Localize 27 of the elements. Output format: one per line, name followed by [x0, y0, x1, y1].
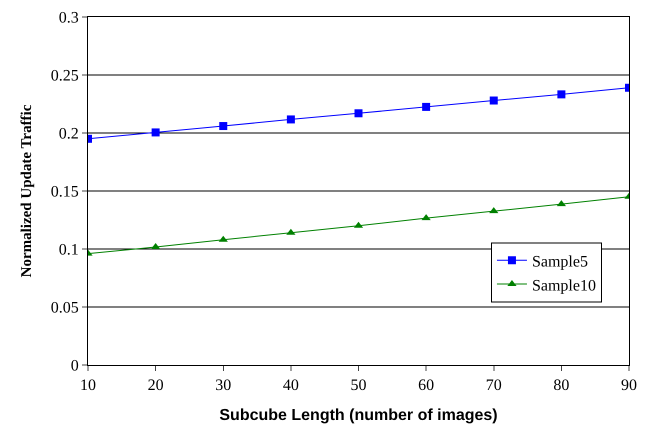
point: [490, 96, 498, 105]
point: [557, 90, 566, 98]
x-tick-label: 20: [148, 377, 164, 394]
x-tick-label: 60: [418, 377, 434, 394]
y-tick-label: 0.25: [50, 68, 79, 85]
point: [422, 102, 430, 111]
legend-label: Sample10: [532, 277, 596, 294]
y-tick-label: 0.1: [58, 242, 79, 259]
point: [152, 128, 160, 136]
x-tick-label: 40: [282, 377, 299, 394]
x-tick-label: 50: [350, 377, 366, 394]
x-axis-title: Subcube Length (number of images): [219, 406, 498, 424]
y-tick-label: 0.2: [58, 126, 79, 143]
x-tick-label: 30: [215, 377, 232, 394]
y-tick-label: 0.15: [50, 184, 79, 201]
y-tick-label: 0.3: [58, 10, 79, 27]
x-tick-label: 70: [486, 377, 502, 394]
y-tick-label: 0: [70, 358, 79, 375]
y-tick-label: 0.05: [50, 300, 79, 317]
point: [354, 109, 362, 118]
y-axis-title: Normalized Update Traffic: [19, 104, 36, 278]
x-tick-label: 80: [553, 377, 570, 394]
x-tick-label: 90: [621, 377, 637, 394]
point: [219, 122, 228, 130]
legend-label: Sample5: [532, 254, 588, 270]
point: [286, 115, 295, 124]
x-tick-label: 10: [80, 377, 96, 394]
